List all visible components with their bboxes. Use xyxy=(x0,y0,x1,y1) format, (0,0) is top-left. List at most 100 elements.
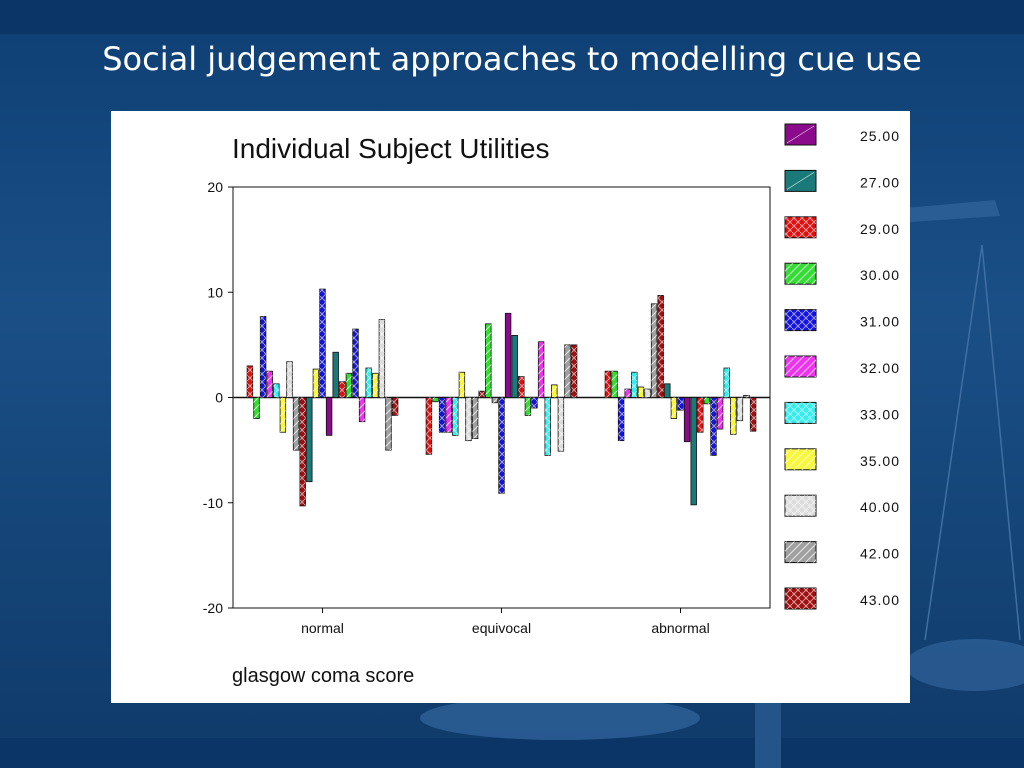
bar-hatch xyxy=(704,397,710,404)
bar-abnormal-25.00 xyxy=(683,397,691,443)
y-tick-label: -10 xyxy=(203,495,223,511)
legend-label: 35.00 xyxy=(860,453,900,469)
bar-hatch xyxy=(260,316,266,398)
bar-hatch xyxy=(253,397,260,419)
bar-hatch xyxy=(352,329,359,398)
x-tick-label: normal xyxy=(301,620,344,636)
bar-hatch xyxy=(286,361,293,398)
slide-title: Social judgement approaches to modelling… xyxy=(102,40,922,78)
bar-hatch xyxy=(544,397,551,456)
bar-hatch xyxy=(459,372,465,398)
bar-hatch xyxy=(478,391,485,398)
y-tick-label: 10 xyxy=(207,284,223,300)
bar-hatch xyxy=(339,381,346,398)
bar-hatch xyxy=(710,397,717,456)
legend-swatch-hatch xyxy=(785,402,816,424)
bar-hatch xyxy=(439,397,445,433)
legend-swatch-hatch xyxy=(785,495,816,517)
bar-normal-27.00 xyxy=(306,397,313,483)
bar-hatch xyxy=(737,397,743,421)
bar-hatch xyxy=(485,323,492,398)
bar-hatch xyxy=(445,397,452,433)
bar-hatch xyxy=(571,344,577,398)
bar-hatch xyxy=(651,303,657,398)
legend-label: 29.00 xyxy=(860,221,900,237)
bar-hatch xyxy=(538,341,544,398)
legend-swatch-hatch xyxy=(785,448,816,470)
bottom-band xyxy=(0,738,1024,768)
top-band xyxy=(0,0,1024,34)
bar-hatch xyxy=(465,397,472,441)
chart-title: Individual Subject Utilities xyxy=(232,133,550,164)
bar-hatch xyxy=(605,371,611,398)
legend-label: 33.00 xyxy=(860,406,900,422)
bar-hatch xyxy=(671,397,677,419)
bar-hatch xyxy=(392,397,398,416)
bar-hatch xyxy=(266,371,273,398)
legend-label: 32.00 xyxy=(860,360,900,376)
bar-hatch xyxy=(472,397,478,439)
bar-hatch xyxy=(518,376,525,398)
bar-normal-25.00 xyxy=(325,397,333,436)
bar-hatch xyxy=(319,289,326,398)
legend-swatch-hatch xyxy=(785,263,816,285)
x-tick-label: equivocal xyxy=(472,620,531,636)
legend-swatch-hatch xyxy=(785,356,816,377)
legend-label: 42.00 xyxy=(860,546,900,562)
bar-hatch xyxy=(531,397,538,409)
bar-hatch xyxy=(750,397,756,432)
bar-hatch xyxy=(611,371,618,398)
bar-abnormal-27.00 xyxy=(664,383,671,398)
legend-swatch-line xyxy=(786,172,815,190)
bar-hatch xyxy=(743,395,750,398)
bar-hatch xyxy=(717,397,723,430)
bar-hatch xyxy=(280,397,286,433)
legend-swatch-hatch xyxy=(785,588,816,609)
bar-hatch xyxy=(564,344,571,398)
legend-swatch-hatch xyxy=(785,216,816,238)
bar-hatch xyxy=(618,397,624,441)
bar-hatch xyxy=(492,397,498,403)
bar-hatch xyxy=(551,384,558,398)
bar-hatch xyxy=(498,397,505,494)
bar-hatch xyxy=(657,295,664,398)
y-tick-label: 0 xyxy=(215,390,223,406)
legend-label: 25.00 xyxy=(860,128,900,144)
bar-equivocal-27.00 xyxy=(511,335,518,398)
bar-hatch xyxy=(247,365,253,398)
bar-hatch xyxy=(525,397,531,416)
bar-equivocal-25.00 xyxy=(504,312,512,398)
bar-abnormal-27.00 xyxy=(690,397,697,506)
bar-hatch xyxy=(365,368,372,398)
x-tick-label: abnormal xyxy=(651,620,709,636)
chart-panel xyxy=(111,111,910,703)
bar-hatch xyxy=(631,372,638,398)
bar-hatch xyxy=(299,397,306,506)
bar-hatch xyxy=(379,319,385,398)
bar-hatch xyxy=(624,389,631,398)
legend-label: 31.00 xyxy=(860,314,900,330)
bar-hatch xyxy=(452,397,459,436)
legend-swatch-hatch xyxy=(785,541,816,563)
x-axis-label: glasgow coma score xyxy=(232,665,415,687)
bar-hatch xyxy=(346,373,352,398)
bar-hatch xyxy=(426,397,432,455)
legend-swatch-hatch xyxy=(785,309,816,331)
bar-hatch xyxy=(638,386,644,398)
bar-hatch xyxy=(432,397,439,402)
legend-label: 43.00 xyxy=(860,592,900,608)
legend-label: 27.00 xyxy=(860,174,900,190)
bar-hatch xyxy=(677,397,684,411)
legend-swatch-line xyxy=(786,125,815,144)
bar-hatch xyxy=(723,368,730,398)
bar-hatch xyxy=(359,397,365,422)
bar-hatch xyxy=(313,369,319,398)
bar-hatch xyxy=(730,397,737,435)
bar-hatch xyxy=(372,373,379,398)
bar-hatch xyxy=(644,389,651,398)
y-tick-label: 20 xyxy=(207,179,223,195)
bar-hatch xyxy=(293,397,299,451)
bar-normal-27.00 xyxy=(332,351,339,398)
